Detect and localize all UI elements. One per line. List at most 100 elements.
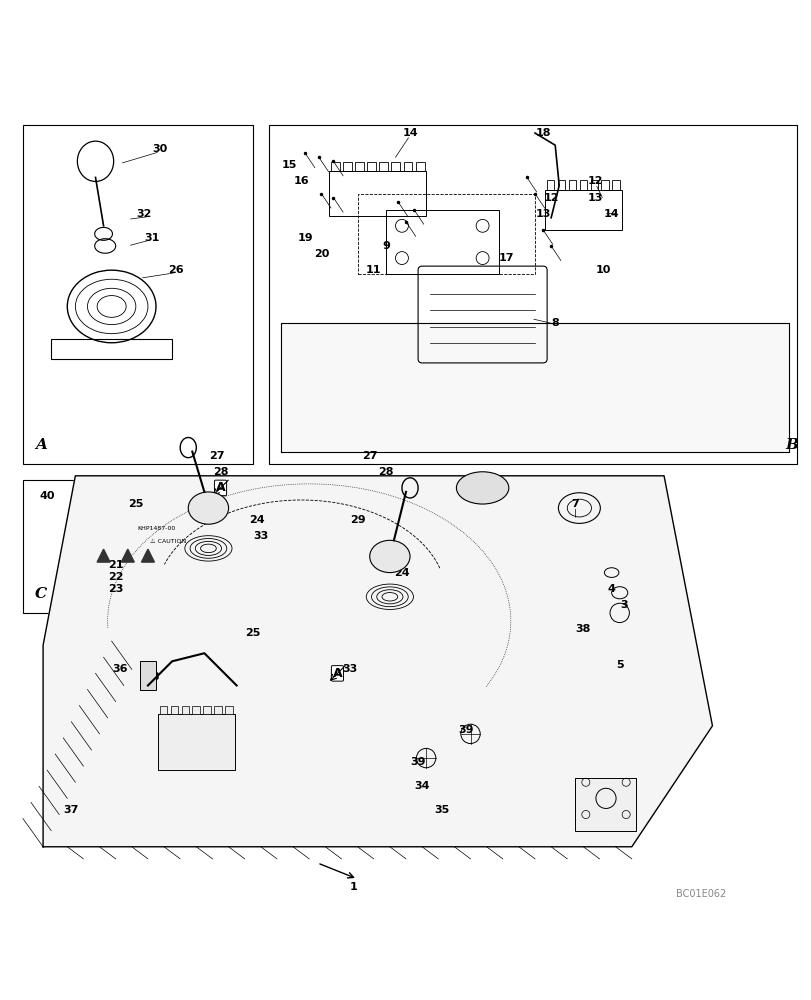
- Bar: [343, 162, 351, 171]
- Bar: [182, 706, 189, 714]
- Bar: [367, 162, 375, 171]
- Bar: [579, 180, 586, 190]
- Ellipse shape: [67, 514, 204, 583]
- Bar: [611, 180, 620, 190]
- Ellipse shape: [456, 472, 508, 504]
- Bar: [51, 339, 172, 359]
- Text: 40: 40: [40, 491, 55, 501]
- Text: 35: 35: [434, 805, 449, 815]
- Text: 10: 10: [595, 265, 611, 275]
- Bar: [329, 171, 426, 216]
- Text: 1: 1: [350, 882, 357, 892]
- Bar: [139, 661, 156, 690]
- Text: 39: 39: [458, 725, 474, 735]
- Text: 21: 21: [108, 560, 123, 570]
- Text: 15: 15: [281, 160, 296, 170]
- Text: 27: 27: [208, 451, 224, 461]
- Text: 14: 14: [603, 209, 619, 219]
- Bar: [568, 180, 576, 190]
- Text: 8: 8: [551, 318, 559, 328]
- Bar: [225, 706, 233, 714]
- Text: 23: 23: [108, 584, 123, 594]
- Bar: [557, 180, 564, 190]
- Text: 20: 20: [313, 249, 328, 259]
- Text: 19: 19: [297, 233, 312, 243]
- Text: 28: 28: [212, 467, 228, 477]
- Bar: [158, 714, 234, 770]
- Text: 38: 38: [575, 624, 590, 634]
- Text: 29: 29: [350, 515, 365, 525]
- Bar: [214, 706, 221, 714]
- Text: 9: 9: [381, 241, 389, 251]
- Text: 6: 6: [478, 479, 486, 489]
- Text: 25: 25: [128, 499, 144, 509]
- Text: 22: 22: [108, 572, 123, 582]
- Ellipse shape: [369, 540, 410, 573]
- Text: KHP1487-00: KHP1487-00: [137, 526, 175, 531]
- Bar: [546, 180, 554, 190]
- Text: 13: 13: [534, 209, 550, 219]
- Text: 13: 13: [587, 193, 603, 203]
- Bar: [415, 162, 424, 171]
- Polygon shape: [43, 476, 711, 847]
- Text: 11: 11: [366, 265, 381, 275]
- Bar: [268, 125, 796, 464]
- Bar: [544, 190, 621, 230]
- Bar: [170, 706, 178, 714]
- Ellipse shape: [188, 492, 229, 524]
- Text: 12: 12: [543, 193, 558, 203]
- Text: 39: 39: [410, 757, 425, 767]
- Text: 16: 16: [293, 176, 309, 186]
- Text: A: A: [333, 667, 342, 680]
- Text: 7: 7: [571, 499, 578, 509]
- Bar: [23, 125, 252, 464]
- Bar: [192, 706, 200, 714]
- Polygon shape: [281, 323, 788, 452]
- Text: A: A: [35, 438, 47, 452]
- Bar: [379, 162, 388, 171]
- Bar: [357, 194, 534, 274]
- Text: 2: 2: [591, 805, 599, 815]
- Text: B: B: [204, 743, 213, 756]
- Text: 33: 33: [341, 664, 357, 674]
- Bar: [385, 210, 498, 274]
- Text: 5: 5: [615, 660, 623, 670]
- Bar: [403, 162, 412, 171]
- Text: 24: 24: [249, 515, 264, 525]
- Text: 18: 18: [534, 128, 550, 138]
- Text: 37: 37: [63, 805, 79, 815]
- Polygon shape: [141, 549, 154, 562]
- Text: 14: 14: [401, 128, 418, 138]
- Text: ⚠ CAUTION: ⚠ CAUTION: [150, 539, 186, 544]
- Bar: [204, 706, 211, 714]
- Text: 32: 32: [136, 209, 152, 219]
- Bar: [575, 778, 635, 831]
- Text: 24: 24: [393, 568, 410, 578]
- Text: 26: 26: [168, 265, 184, 275]
- Text: 17: 17: [192, 717, 208, 727]
- Text: 17: 17: [499, 253, 514, 263]
- Bar: [331, 162, 340, 171]
- Text: 33: 33: [253, 531, 268, 541]
- Text: 34: 34: [414, 781, 429, 791]
- Text: 36: 36: [112, 664, 127, 674]
- Bar: [601, 180, 608, 190]
- Text: 4: 4: [607, 584, 615, 594]
- Text: BC01E062: BC01E062: [676, 889, 726, 899]
- Text: A: A: [216, 481, 225, 494]
- Text: 3: 3: [619, 600, 627, 610]
- Bar: [23, 480, 252, 613]
- Bar: [160, 706, 167, 714]
- Text: 25: 25: [245, 628, 260, 638]
- Text: 28: 28: [378, 467, 393, 477]
- Text: 18: 18: [144, 672, 160, 682]
- Bar: [590, 180, 598, 190]
- Text: B: B: [784, 438, 797, 452]
- Text: 30: 30: [152, 144, 167, 154]
- Bar: [391, 162, 400, 171]
- Polygon shape: [121, 549, 134, 562]
- Polygon shape: [97, 549, 110, 562]
- Text: 12: 12: [587, 176, 603, 186]
- Text: 27: 27: [362, 451, 377, 461]
- Text: C: C: [35, 587, 47, 601]
